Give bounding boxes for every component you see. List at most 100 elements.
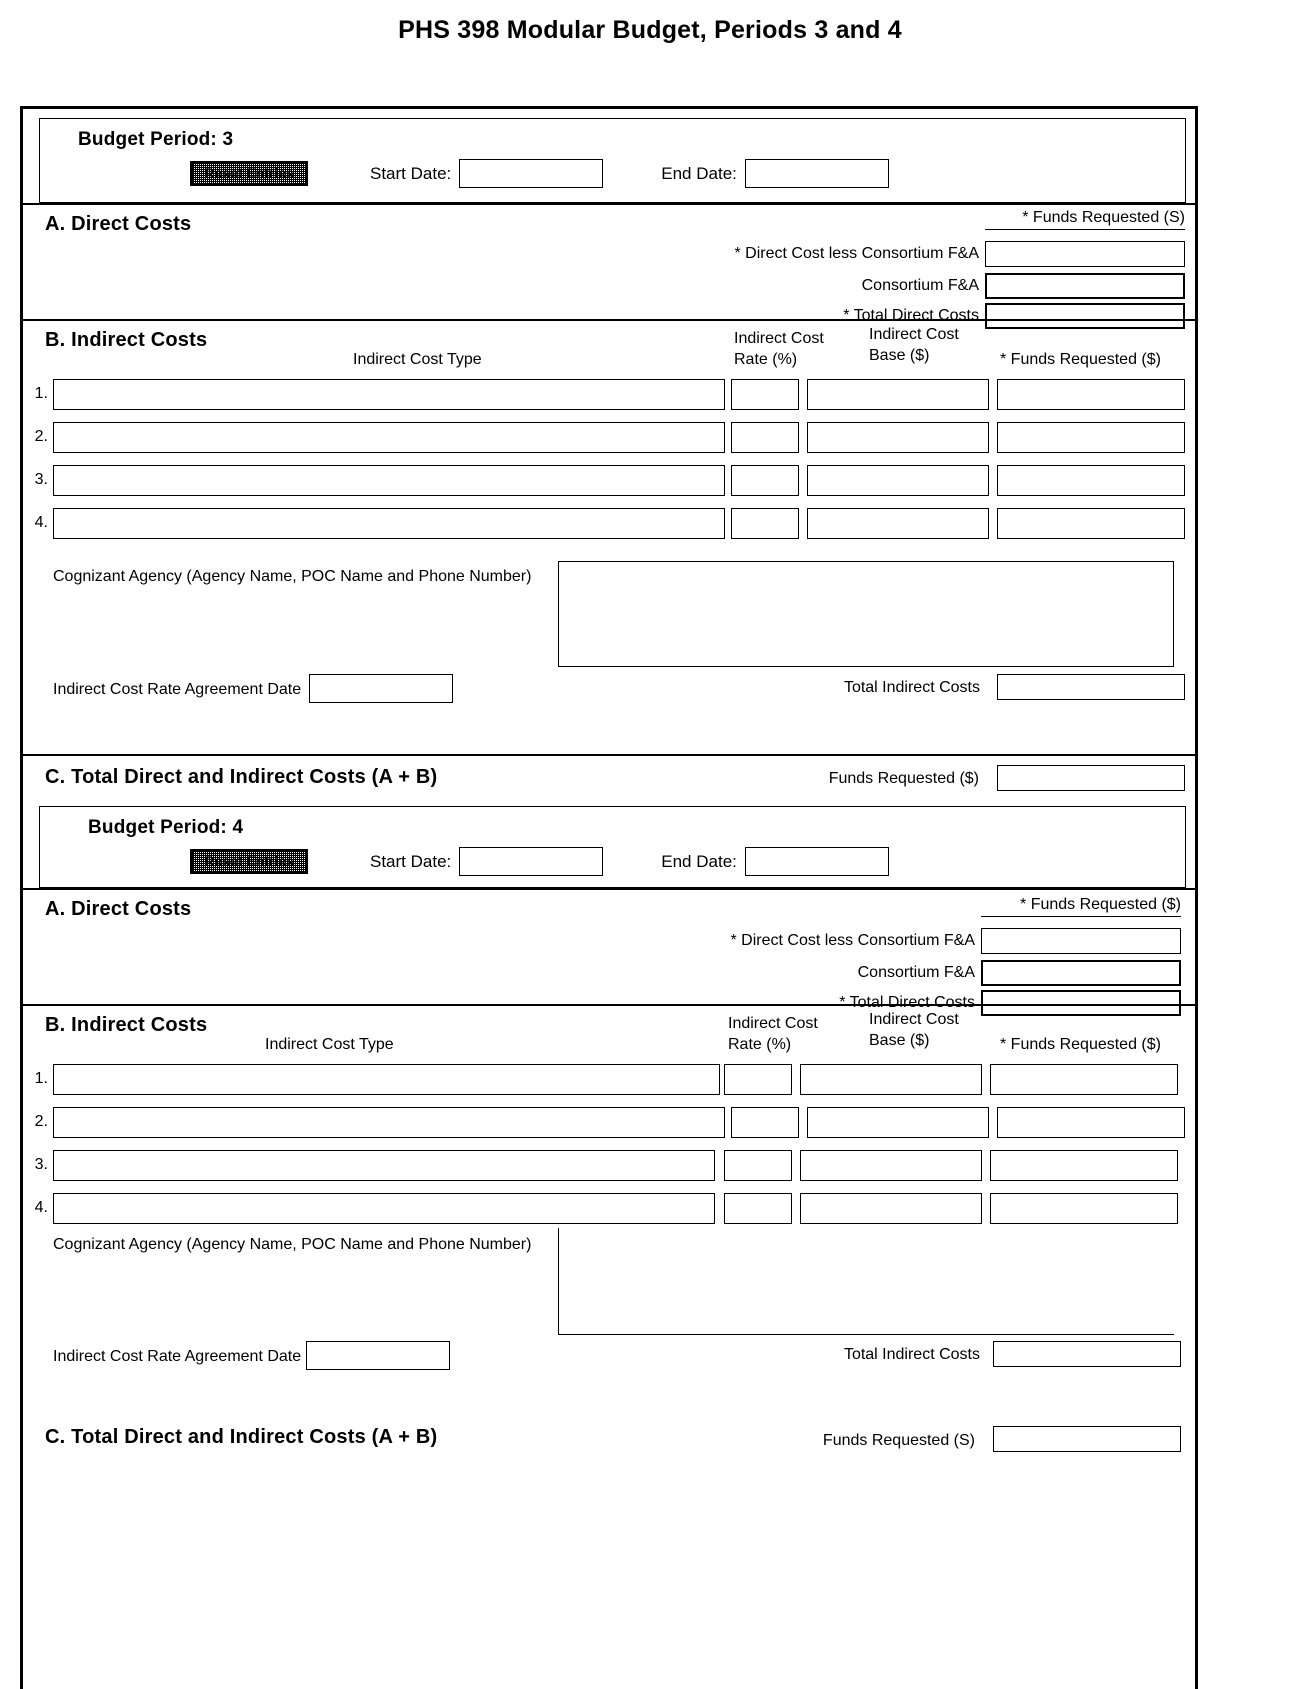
indirect-cost-rate-input-3-3[interactable] [731, 464, 799, 496]
page-title: PHS 398 Modular Budget, Periods 3 and 4 [398, 16, 902, 44]
indirect-cost-rate-column-header-3: Indirect Cost Rate (%) [734, 328, 824, 370]
consortium-fa-input-4[interactable] [981, 960, 1181, 986]
indirect-cost-base-input-4-4[interactable] [800, 1192, 982, 1224]
indirect-funds-requested-column-header-4: * Funds Requested ($) [1000, 1036, 1161, 1053]
start-date-input-3[interactable] [459, 159, 604, 188]
total-indirect-costs-input-4[interactable] [993, 1341, 1181, 1367]
end-date-input-3[interactable] [744, 159, 889, 188]
indirect-cost-base-input-2-4[interactable] [807, 1106, 989, 1138]
section-a-direct-costs-4: A. Direct Costs * Funds Requested ($) * … [23, 888, 1195, 1016]
indirect-cost-rate-input-2-4[interactable] [731, 1106, 799, 1138]
indirect-cost-type-input-4-3[interactable] [53, 507, 725, 539]
section-a-heading-3: A. Direct Costs [45, 213, 192, 235]
section-c-funds-input-3[interactable] [997, 765, 1185, 791]
indirect-funds-requested-input-3-4[interactable] [990, 1149, 1178, 1181]
section-c-total-costs-4: C. Total Direct and Indirect Costs (A + … [23, 1420, 1195, 1472]
total-indirect-costs-label-4: Total Indirect Costs [843, 1346, 980, 1363]
start-date-label-4: Start Date: [370, 851, 452, 871]
indirect-cost-base-column-header-3: Indirect Cost Base ($) [869, 324, 959, 366]
table-row: 1. [23, 1060, 1195, 1098]
direct-cost-less-consortium-input-4[interactable] [981, 928, 1181, 954]
consortium-fa-input-3[interactable] [985, 273, 1185, 299]
table-row: 4. [23, 1189, 1195, 1227]
section-b-indirect-costs-4: B. Indirect Costs Indirect Cost Type Ind… [23, 1004, 1195, 1420]
indirect-cost-base-input-4-3[interactable] [807, 507, 989, 539]
indirect-cost-rate-agreement-date-label-3: Indirect Cost Rate Agreement Date [53, 681, 302, 698]
end-date-input-4[interactable] [744, 847, 889, 876]
indirect-cost-type-input-4-4[interactable] [53, 1192, 715, 1224]
indirect-cost-type-column-header-4: Indirect Cost Type [265, 1036, 394, 1053]
indirect-cost-rate-agreement-date-input-3[interactable] [309, 674, 453, 703]
indirect-funds-requested-input-1-4[interactable] [990, 1063, 1178, 1095]
indirect-cost-type-input-2-3[interactable] [53, 421, 725, 453]
section-b-heading-4: B. Indirect Costs [45, 1014, 208, 1036]
indirect-cost-rate-column-header-4: Indirect Cost Rate (%) [728, 1013, 818, 1055]
row-number-2-4: 2. [34, 1113, 48, 1130]
indirect-cost-type-column-header-3: Indirect Cost Type [353, 351, 482, 368]
indirect-funds-requested-input-2-4[interactable] [997, 1106, 1185, 1138]
cognizant-agency-label-3: Cognizant Agency (Agency Name, POC Name … [53, 568, 532, 585]
total-indirect-costs-label-3: Total Indirect Costs [843, 679, 980, 696]
total-direct-costs-input-3[interactable] [985, 303, 1185, 329]
indirect-cost-rate-header-line2-4: Rate (%) [728, 1036, 792, 1053]
indirect-cost-base-input-3-3[interactable] [807, 464, 989, 496]
indirect-cost-rate-input-4-3[interactable] [731, 507, 799, 539]
total-indirect-costs-input-3[interactable] [997, 674, 1185, 700]
section-a-funds-header-3: * Funds Requested (S) [985, 209, 1185, 230]
form-frame: Budget Period: 3 Reset Entries Start Dat… [20, 106, 1198, 1689]
budget-period-label-3: Budget Period: 3 [78, 129, 234, 150]
indirect-cost-base-input-1-4[interactable] [800, 1063, 982, 1095]
row-number-3-3: 3. [34, 471, 48, 488]
indirect-cost-rate-input-2-3[interactable] [731, 421, 799, 453]
budget-period-panel-4: Budget Period: 4 Reset Entries Start Dat… [39, 806, 1186, 888]
budget-period-label-4: Budget Period: 4 [88, 817, 244, 838]
row-number-2-3: 2. [34, 428, 48, 445]
section-b-heading-3: B. Indirect Costs [45, 329, 208, 351]
indirect-cost-rate-input-4-4[interactable] [724, 1192, 792, 1224]
cognizant-agency-input-3[interactable] [558, 561, 1174, 667]
section-c-funds-label-3: Funds Requested ($) [828, 770, 979, 787]
indirect-funds-requested-input-4-3[interactable] [997, 507, 1185, 539]
indirect-cost-base-input-3-4[interactable] [800, 1149, 982, 1181]
reset-entries-button-3[interactable]: Reset Entries [190, 161, 308, 186]
indirect-funds-requested-input-3-3[interactable] [997, 464, 1185, 496]
table-row: 2. [23, 418, 1195, 456]
consortium-fa-row-3: Consortium F&A [862, 273, 1185, 299]
indirect-cost-base-header-line1-3: Indirect Cost [869, 326, 959, 343]
row-number-4-4: 4. [34, 1199, 48, 1216]
end-date-label-4: End Date: [661, 851, 737, 871]
indirect-cost-rate-input-3-4[interactable] [724, 1149, 792, 1181]
indirect-cost-type-input-1-4[interactable] [53, 1063, 720, 1095]
section-c-funds-input-4[interactable] [993, 1426, 1181, 1452]
consortium-fa-label-4: Consortium F&A [857, 964, 975, 981]
start-date-label-3: Start Date: [370, 163, 452, 183]
indirect-funds-requested-input-1-3[interactable] [997, 378, 1185, 410]
indirect-cost-rate-agreement-date-label-4: Indirect Cost Rate Agreement Date [53, 1348, 302, 1365]
reset-entries-button-4[interactable]: Reset Entries [190, 849, 308, 874]
indirect-cost-type-input-3-4[interactable] [53, 1149, 715, 1181]
cognizant-agency-input-4[interactable] [558, 1228, 1174, 1334]
total-direct-costs-input-4[interactable] [981, 990, 1181, 1016]
table-row: 4. [23, 504, 1195, 542]
indirect-cost-rate-input-1-4[interactable] [724, 1063, 792, 1095]
direct-cost-less-consortium-label-4: * Direct Cost less Consortium F&A [730, 932, 975, 949]
indirect-cost-rate-input-1-3[interactable] [731, 378, 799, 410]
indirect-cost-rows-4: 1. 2. 3. 4. [23, 1060, 1195, 1232]
indirect-cost-type-input-2-4[interactable] [53, 1106, 725, 1138]
indirect-cost-base-input-2-3[interactable] [807, 421, 989, 453]
total-direct-costs-label-4: * Total Direct Costs [839, 994, 975, 1011]
section-b-indirect-costs-3: B. Indirect Costs Indirect Cost Type Ind… [23, 319, 1195, 754]
indirect-cost-rate-header-line2-3: Rate (%) [734, 351, 798, 368]
row-number-1-3: 1. [34, 385, 48, 402]
row-number-3-4: 3. [34, 1156, 48, 1173]
direct-cost-less-consortium-input-3[interactable] [985, 241, 1185, 267]
indirect-cost-type-input-1-3[interactable] [53, 378, 725, 410]
indirect-cost-type-input-3-3[interactable] [53, 464, 725, 496]
budget-period-controls-4: Reset Entries Start Date: End Date: [40, 847, 1185, 876]
indirect-cost-rate-agreement-date-input-4[interactable] [306, 1341, 450, 1370]
indirect-funds-requested-input-4-4[interactable] [990, 1192, 1178, 1224]
start-date-input-4[interactable] [459, 847, 604, 876]
indirect-funds-requested-input-2-3[interactable] [997, 421, 1185, 453]
indirect-cost-base-input-1-3[interactable] [807, 378, 989, 410]
indirect-cost-base-column-header-4: Indirect Cost Base ($) [869, 1009, 959, 1051]
